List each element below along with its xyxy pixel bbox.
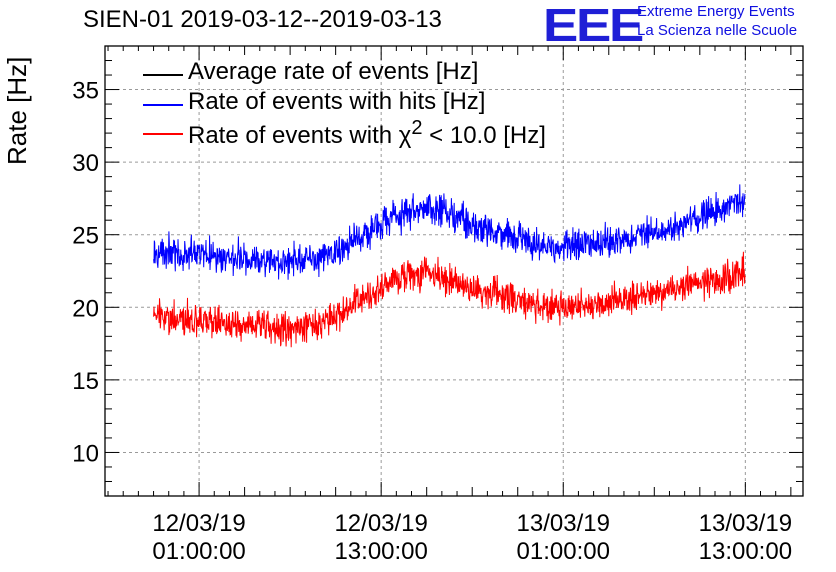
y-axis-label: Rate [Hz] [2,56,32,165]
x-tick-label-date: 13/03/19 [517,510,610,537]
x-tick-label-time: 01:00:00 [517,538,610,565]
series-line-hits [153,184,746,280]
y-tick-label: 10 [72,440,99,467]
y-tick-label: 25 [72,223,99,250]
logo-line-2: La Scienza nelle Scuole [637,22,798,39]
y-tick-label: 35 [72,78,99,105]
axes: 10152025303512/03/1901:00:0012/03/1913:0… [72,45,804,565]
y-tick-label: 30 [72,150,99,177]
x-tick-label-time: 01:00:00 [152,538,245,565]
legend-label-average: Average rate of events [Hz] [188,58,479,85]
plot-frame [104,45,804,497]
y-tick-label: 15 [72,368,99,395]
legend-label-chi2: Rate of events with χ2 < 10.0 [Hz] [188,117,546,149]
x-tick-label-date: 13/03/19 [699,510,792,537]
x-tick-label-time: 13:00:00 [334,538,427,565]
chart-title: SIEN-01 2019-03-12--2019-03-13 [83,6,442,33]
series-layer [153,184,746,348]
x-tick-label-date: 12/03/19 [152,510,245,537]
grid [105,46,803,496]
eee-logo: EEE [543,0,644,51]
legend-swatch-average [143,74,183,76]
x-tick-label-time: 13:00:00 [699,538,792,565]
legend-swatch-hits [143,104,183,106]
series-line-chi2 [153,251,746,348]
x-tick-label-date: 12/03/19 [334,510,427,537]
legend-label-hits: Rate of events with hits [Hz] [188,88,486,115]
legend-swatch-chi2 [143,133,183,135]
logo-caption: Extreme Energy Events La Scienza nelle S… [637,2,797,40]
y-tick-label: 20 [72,295,99,322]
logo-line-1: Extreme Energy Events [637,3,795,20]
